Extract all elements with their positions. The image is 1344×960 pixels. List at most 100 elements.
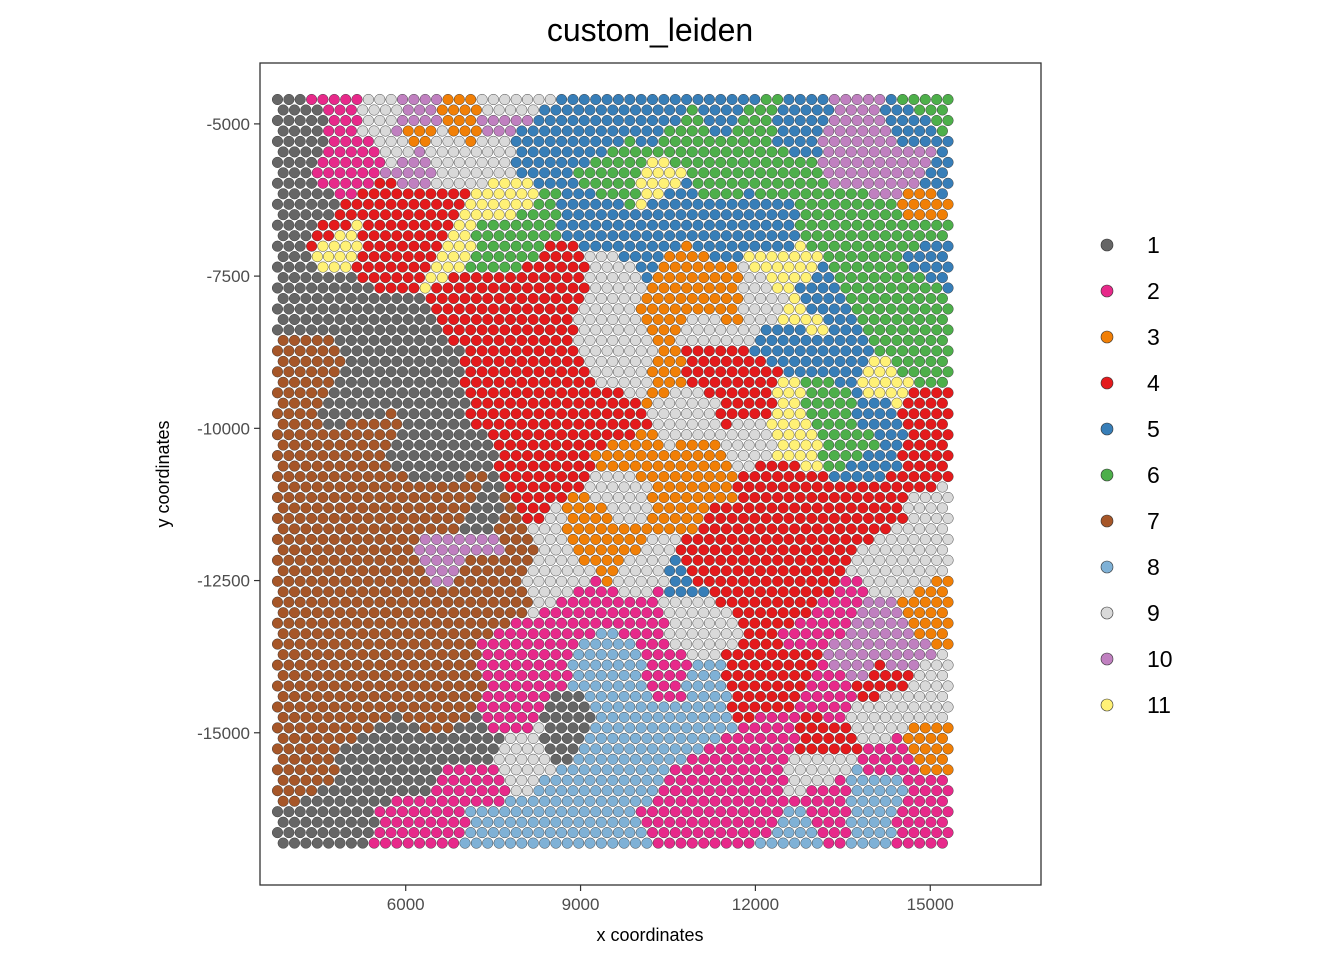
spot-point (885, 219, 897, 231)
spot-point (345, 460, 357, 472)
spot-point (868, 251, 880, 263)
spot-point (766, 251, 778, 263)
spot-point (715, 135, 727, 147)
spot-point (618, 607, 630, 619)
spot-point (902, 628, 914, 640)
spot-point (624, 114, 636, 127)
spot-point (351, 806, 363, 818)
spot-point (328, 554, 340, 566)
spot-point (476, 114, 488, 127)
spot-point (436, 251, 448, 263)
spot-point (862, 806, 875, 818)
spot-point (567, 303, 579, 315)
spot-point (408, 282, 420, 294)
spot-point (550, 146, 562, 158)
spot-point (476, 491, 488, 504)
spot-point (715, 701, 727, 713)
spot-point (379, 502, 392, 514)
spot-point (271, 345, 284, 357)
spot-point (908, 303, 920, 315)
spot-point (828, 261, 840, 273)
spot-point (442, 177, 454, 189)
spot-point (402, 209, 414, 221)
spot-point (857, 376, 869, 388)
spot-point (283, 680, 295, 692)
spot-point (618, 313, 630, 326)
spot-point (357, 146, 369, 158)
spot-point (806, 554, 818, 566)
spot-point (556, 743, 568, 755)
spot-point (743, 628, 755, 640)
spot-point (436, 502, 448, 514)
spot-point (482, 628, 494, 640)
spot-point (641, 272, 653, 284)
spot-point (618, 523, 630, 535)
spot-point (357, 732, 369, 744)
spot-point (652, 376, 664, 388)
spot-point (709, 732, 721, 744)
spot-point (732, 502, 744, 514)
spot-point (573, 774, 585, 786)
spot-point (828, 785, 840, 797)
spot-point (879, 690, 892, 703)
spot-point (533, 554, 545, 566)
spot-point (908, 240, 920, 252)
spot-point (544, 575, 556, 587)
spot-point (720, 209, 732, 221)
spot-point (288, 649, 301, 661)
spot-point (783, 806, 795, 818)
spot-point (879, 251, 892, 263)
spot-point (891, 167, 903, 179)
spot-point (635, 617, 647, 629)
spot-point (419, 680, 431, 692)
spot-point (902, 502, 914, 514)
spot-point (664, 649, 676, 661)
spot-point (567, 701, 579, 713)
spot-point (521, 785, 534, 797)
spot-point (448, 313, 460, 326)
spot-point (414, 774, 426, 786)
spot-point (834, 104, 846, 116)
spot-point (777, 795, 789, 807)
spot-point (379, 334, 392, 346)
spot-point (328, 743, 340, 755)
spot-point (504, 418, 517, 430)
spot-point (419, 491, 431, 504)
spot-point (425, 544, 437, 556)
spot-point (277, 397, 289, 409)
spot-point (743, 146, 755, 158)
spot-point (936, 355, 948, 367)
spot-point (402, 292, 414, 305)
spot-point (868, 209, 880, 221)
spot-point (510, 659, 522, 671)
spot-point (556, 659, 568, 671)
spot-point (345, 586, 357, 598)
spot-point (828, 135, 840, 147)
spot-point (612, 198, 624, 210)
spot-point (516, 334, 528, 346)
spot-point (271, 261, 284, 273)
spot-point (692, 429, 704, 441)
spot-point (806, 198, 818, 210)
spot-point (533, 806, 545, 818)
spot-point (879, 669, 892, 682)
spot-point (766, 565, 778, 577)
spot-point (641, 230, 653, 242)
spot-point (754, 188, 767, 200)
spot-point (294, 491, 306, 504)
spot-point (277, 125, 289, 137)
spot-point (658, 533, 670, 545)
spot-point (624, 261, 636, 273)
spot-point (323, 565, 335, 577)
spot-point (391, 376, 403, 388)
spot-point (681, 387, 693, 399)
spot-point (908, 680, 920, 692)
spot-point (533, 219, 545, 231)
spot-point (539, 481, 551, 493)
spot-point (618, 104, 630, 116)
spot-point (868, 230, 880, 242)
legend-key-10 (1100, 652, 1114, 666)
spot-point (743, 690, 755, 703)
spot-point (732, 523, 744, 535)
spot-point (811, 795, 823, 807)
